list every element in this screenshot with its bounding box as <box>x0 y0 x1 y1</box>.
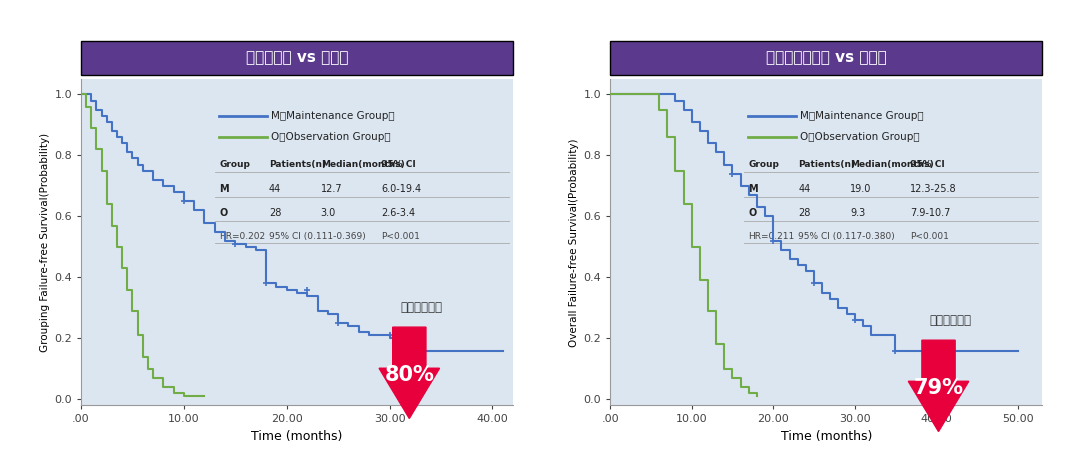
Text: 总体维持治疗组 vs 观察组: 总体维持治疗组 vs 观察组 <box>766 50 887 66</box>
Text: O（Observation Group）: O（Observation Group） <box>800 132 920 142</box>
Text: 2.6-3.4: 2.6-3.4 <box>381 208 416 219</box>
Text: 28: 28 <box>269 208 281 219</box>
Text: 6.0-19.4: 6.0-19.4 <box>381 184 421 194</box>
Text: 维持治疗组 vs 观察组: 维持治疗组 vs 观察组 <box>246 50 348 66</box>
Text: 3.0: 3.0 <box>321 208 336 219</box>
Text: 治疗失败风险: 治疗失败风险 <box>930 314 972 327</box>
Text: M（Maintenance Group）: M（Maintenance Group） <box>271 111 394 121</box>
Text: Group: Group <box>748 160 780 169</box>
Text: O: O <box>219 208 228 219</box>
Text: 28: 28 <box>798 208 810 219</box>
Text: HR=0.211: HR=0.211 <box>748 232 795 241</box>
Text: M: M <box>219 184 229 194</box>
Text: 80%: 80% <box>384 364 434 384</box>
Y-axis label: Overall Failure-free Survival(Probability): Overall Failure-free Survival(Probabilit… <box>569 138 579 347</box>
Text: Patients(n): Patients(n) <box>798 160 855 169</box>
Text: 44: 44 <box>798 184 810 194</box>
Text: Median(months): Median(months) <box>850 160 934 169</box>
Text: M: M <box>748 184 758 194</box>
Text: 79%: 79% <box>914 377 963 397</box>
Text: 95% CI (0.117-0.380): 95% CI (0.117-0.380) <box>798 232 895 241</box>
Text: 95% CI: 95% CI <box>910 160 945 169</box>
Y-axis label: Grouping Failure-free Survival(Probability): Grouping Failure-free Survival(Probabili… <box>40 133 50 352</box>
Text: 95% CI: 95% CI <box>381 160 416 169</box>
Text: 19.0: 19.0 <box>850 184 872 194</box>
Text: 95% CI (0.111-0.369): 95% CI (0.111-0.369) <box>269 232 366 241</box>
Text: 7.9-10.7: 7.9-10.7 <box>910 208 950 219</box>
Text: Patients(n): Patients(n) <box>269 160 326 169</box>
Text: 12.3-25.8: 12.3-25.8 <box>910 184 957 194</box>
Text: 治疗失败风险: 治疗失败风险 <box>401 301 443 314</box>
X-axis label: Time (months): Time (months) <box>252 430 342 443</box>
Text: HR=0.202: HR=0.202 <box>219 232 266 241</box>
Text: Group: Group <box>219 160 251 169</box>
Polygon shape <box>908 340 969 432</box>
Polygon shape <box>379 327 440 418</box>
Text: P<0.001: P<0.001 <box>910 232 949 241</box>
Text: 9.3: 9.3 <box>850 208 865 219</box>
Text: Median(months): Median(months) <box>321 160 405 169</box>
Text: O: O <box>748 208 757 219</box>
Text: P<0.001: P<0.001 <box>381 232 420 241</box>
Text: 44: 44 <box>269 184 281 194</box>
Text: M（Maintenance Group）: M（Maintenance Group） <box>800 111 923 121</box>
Text: O（Observation Group）: O（Observation Group） <box>271 132 391 142</box>
X-axis label: Time (months): Time (months) <box>781 430 872 443</box>
Text: 12.7: 12.7 <box>321 184 342 194</box>
